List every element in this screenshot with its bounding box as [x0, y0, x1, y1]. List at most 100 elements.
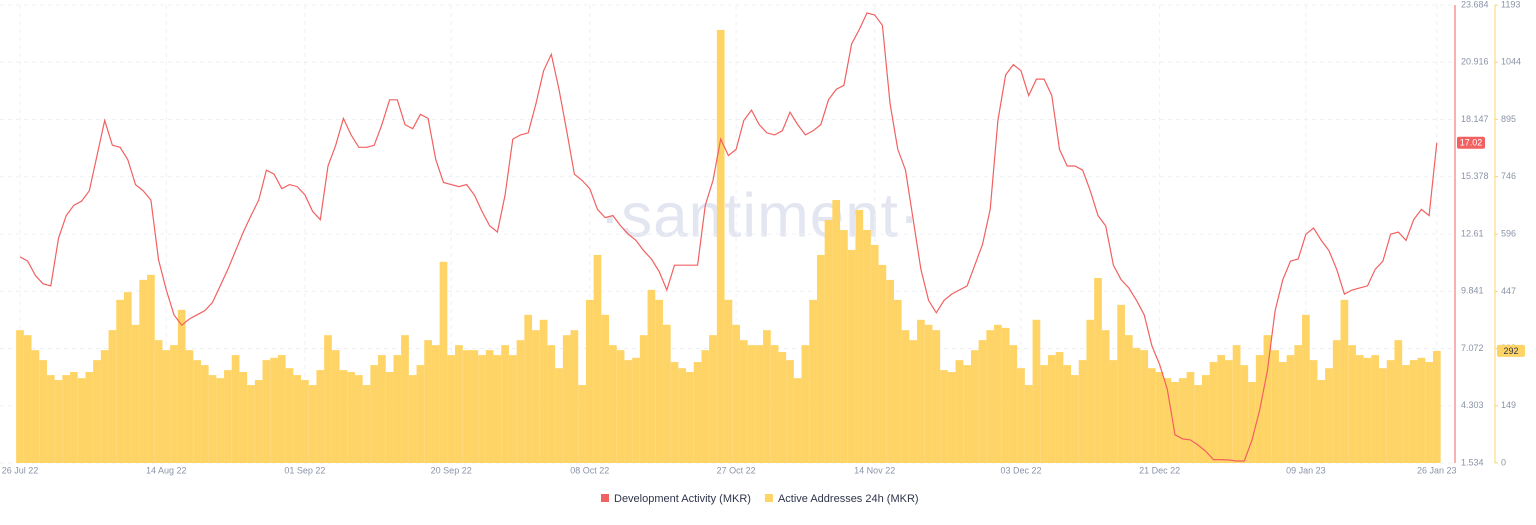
bar [1094, 277, 1102, 463]
bar [847, 249, 856, 463]
bar [863, 229, 871, 463]
bar [1302, 314, 1310, 463]
bar [1171, 381, 1179, 463]
bar [385, 372, 394, 463]
bar [447, 355, 456, 463]
bar [408, 375, 417, 463]
bar [978, 340, 987, 463]
bar [301, 380, 309, 463]
x-tick-label: 20 Sep 22 [431, 465, 472, 475]
y2-tick-label: 1193 [1501, 0, 1520, 9]
x-tick-label: 03 Dec 22 [1000, 465, 1041, 475]
bar [932, 330, 941, 463]
bar [239, 372, 248, 463]
bar [1240, 365, 1249, 463]
bar [616, 350, 625, 463]
bar [1009, 345, 1018, 463]
bar [770, 345, 779, 463]
bar [909, 340, 918, 463]
bar [85, 372, 94, 463]
bar [570, 330, 579, 463]
bar [478, 355, 486, 463]
y-tick-label: 7.072 [1461, 343, 1484, 353]
bar [54, 380, 63, 463]
value-badge [1457, 136, 1485, 149]
bar [1325, 368, 1333, 463]
bar [632, 357, 640, 463]
bar [1047, 355, 1056, 463]
bar [893, 299, 902, 463]
bar [555, 368, 563, 463]
bar [162, 350, 171, 463]
bar [200, 365, 209, 463]
bar [940, 370, 948, 463]
legend-swatch [764, 494, 773, 502]
bar [1001, 327, 1010, 463]
bar [716, 29, 725, 464]
bar [1371, 355, 1380, 463]
bar [624, 360, 633, 463]
bar [532, 330, 540, 463]
bar [1394, 340, 1403, 463]
bar [1232, 345, 1241, 463]
bar [994, 324, 1002, 463]
x-tick-label: 14 Nov 22 [854, 465, 895, 475]
bar [547, 345, 556, 463]
bar [755, 345, 764, 463]
line [19, 12, 1438, 462]
bar [108, 330, 117, 463]
bar [855, 210, 864, 463]
value-badge [1497, 344, 1525, 357]
bar [254, 380, 263, 463]
y-tick-label: 1.534 [1461, 457, 1484, 467]
bar [655, 299, 663, 463]
bar [308, 385, 317, 463]
bar [439, 261, 448, 463]
bar [878, 264, 887, 463]
bar [1063, 365, 1072, 463]
bar [46, 375, 55, 463]
y-tick-label: 20.916 [1461, 57, 1489, 67]
bar [224, 370, 232, 463]
bar [824, 219, 833, 463]
bar [116, 299, 124, 463]
bar [662, 324, 671, 463]
bar [678, 368, 687, 463]
bar [70, 372, 78, 463]
bar [331, 350, 340, 463]
y-tick-label: 23.684 [1461, 0, 1489, 9]
bar [1017, 368, 1025, 463]
bar [947, 372, 956, 463]
bar [470, 350, 479, 463]
bar [585, 299, 594, 463]
bar [139, 279, 148, 463]
bar [431, 345, 440, 463]
bar [739, 340, 748, 463]
bar [416, 365, 425, 463]
bar [193, 360, 201, 463]
bar [539, 319, 548, 463]
bar [1309, 360, 1318, 463]
bar [1217, 355, 1226, 463]
bar [362, 385, 371, 463]
x-tick-label: 01 Sep 22 [284, 465, 325, 475]
bar [763, 330, 771, 463]
bar [647, 289, 656, 463]
bar [1148, 368, 1156, 463]
bar [1078, 360, 1087, 463]
value-badge-label: 292 [1503, 346, 1518, 356]
bar [1402, 365, 1410, 463]
bar [924, 324, 933, 463]
y-tick-label: 12.61 [1461, 228, 1484, 238]
bar [1340, 299, 1349, 463]
bar [1386, 360, 1395, 463]
bar [1379, 368, 1387, 463]
bar [1124, 335, 1133, 463]
bar [1271, 350, 1279, 463]
bar [216, 378, 225, 463]
bar [1032, 319, 1041, 463]
bar [123, 292, 132, 463]
bar [1409, 360, 1418, 463]
y-tick-label: 18.147 [1461, 114, 1489, 124]
